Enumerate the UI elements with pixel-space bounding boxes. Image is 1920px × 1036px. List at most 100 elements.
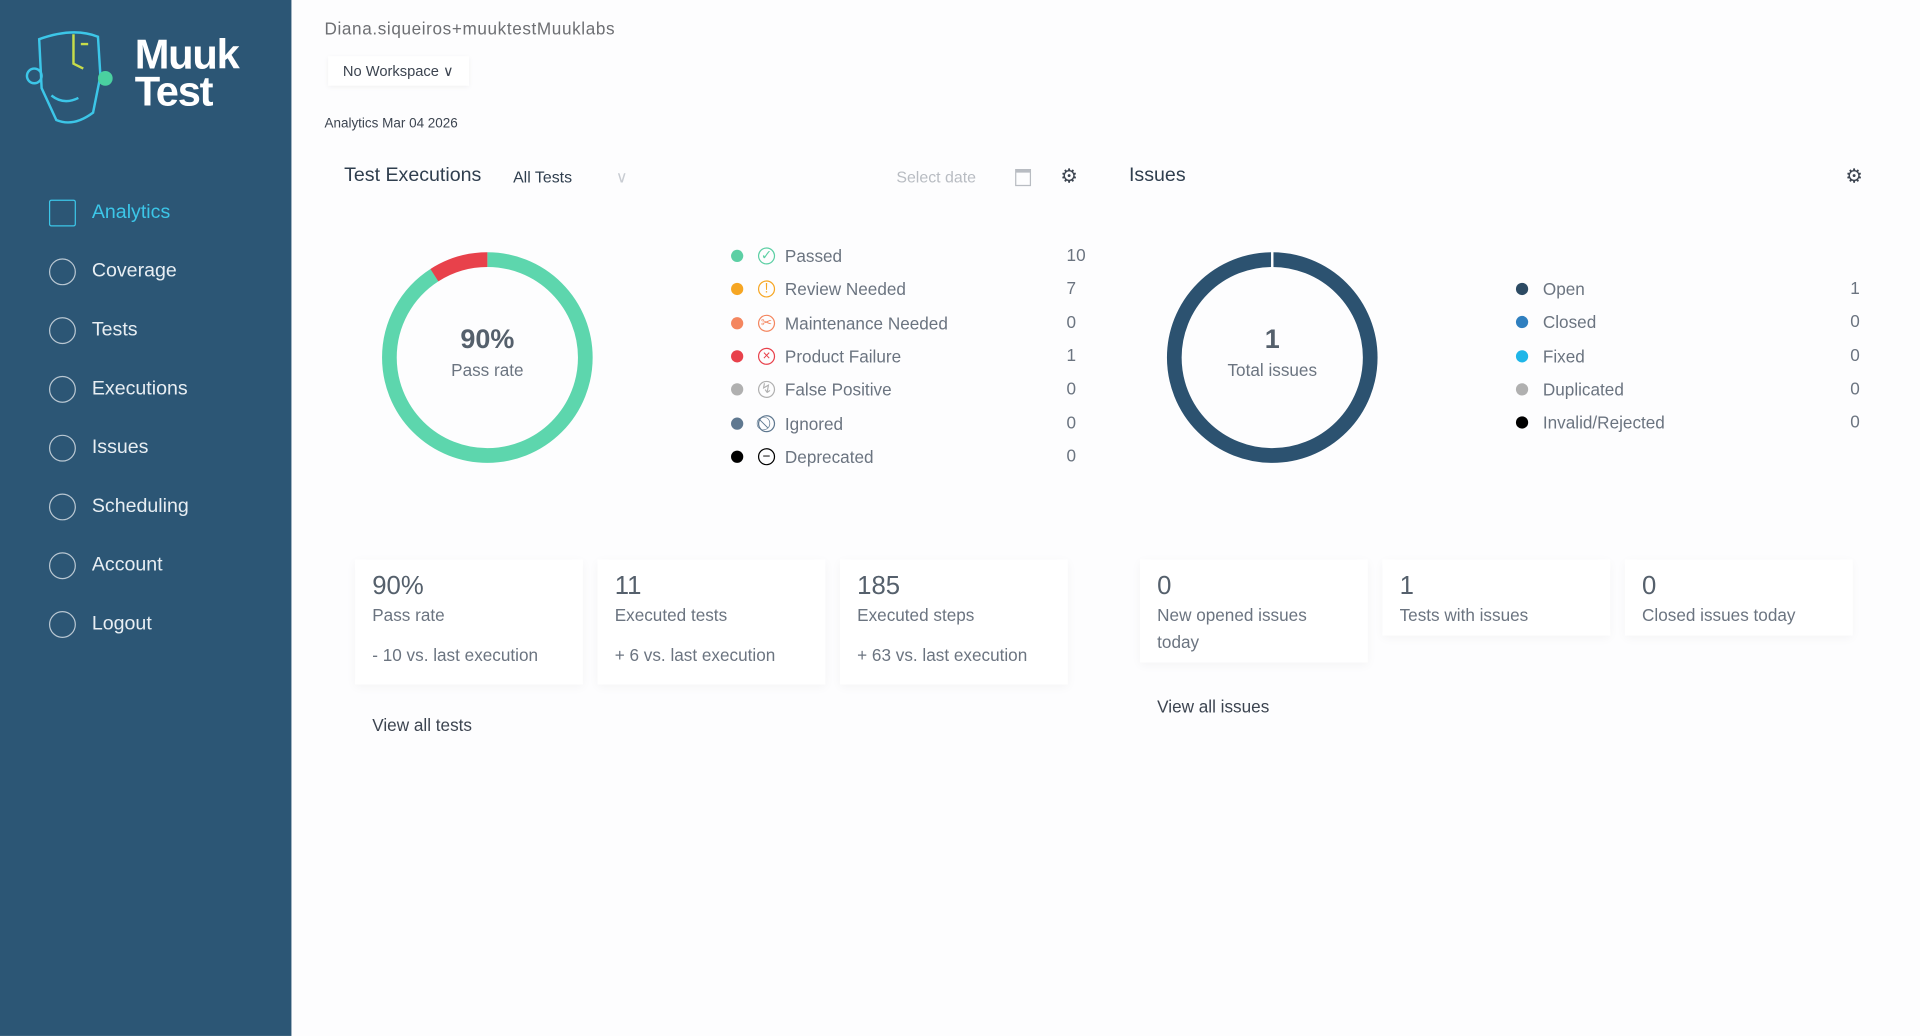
status-dot bbox=[731, 450, 744, 463]
issues-settings-gear-icon[interactable]: ⚙ bbox=[1845, 166, 1863, 188]
sidebar-item-analytics[interactable]: Analytics bbox=[48, 184, 189, 243]
stat-value: 0 bbox=[1157, 571, 1172, 601]
total-issues-label: Total issues bbox=[1227, 360, 1318, 380]
sidebar-item-label: Scheduling bbox=[91, 495, 189, 517]
tests-filter-label: All Tests bbox=[513, 167, 573, 187]
exec-stat-card: 11 Executed tests + 6 vs. last execution bbox=[597, 559, 826, 685]
sidebar-item-label: Account bbox=[91, 554, 163, 576]
calendar-icon bbox=[48, 493, 76, 521]
legend-item: − Deprecated bbox=[731, 444, 874, 468]
stat-value: 90% bbox=[372, 571, 424, 601]
legend-label: Fixed bbox=[1542, 346, 1585, 366]
sidebar-item-account[interactable]: Account bbox=[48, 536, 189, 595]
calendar-icon[interactable] bbox=[1015, 168, 1032, 187]
sidebar-item-logout[interactable]: Logout bbox=[48, 595, 189, 654]
legend-label: Duplicated bbox=[1542, 379, 1624, 400]
status-dot bbox=[1515, 282, 1529, 296]
status-dot bbox=[731, 383, 744, 396]
stat-value: 1 bbox=[1399, 571, 1414, 601]
legend-count: 0 bbox=[1066, 311, 1077, 332]
legend-count: 10 bbox=[1066, 244, 1086, 265]
stat-delta: + 63 vs. last execution bbox=[857, 645, 1028, 665]
status-dot bbox=[731, 249, 744, 263]
status-icon: ✓ bbox=[757, 247, 776, 265]
face-logo-icon bbox=[25, 31, 113, 124]
stat-value: 185 bbox=[857, 571, 901, 601]
view-all-tests-link[interactable]: View all tests bbox=[372, 715, 472, 735]
legend-item: ↯ False Positive bbox=[731, 377, 892, 401]
chart-icon bbox=[48, 199, 76, 227]
legend-count: 0 bbox=[1066, 412, 1077, 432]
stat-value: 0 bbox=[1642, 571, 1657, 601]
brand-line1: Muuk bbox=[134, 31, 240, 79]
chevron-down-icon: ∨ bbox=[615, 167, 628, 187]
issue-stat-card: 0 Closed issues today bbox=[1624, 559, 1853, 636]
sidebar-item-label: Issues bbox=[91, 437, 149, 458]
issue-stat-card: 1 Tests with issues bbox=[1382, 559, 1611, 636]
sidebar-item-coverage[interactable]: Coverage bbox=[48, 242, 189, 301]
legend-count: 0 bbox=[1066, 445, 1077, 466]
stat-label: Closed issues today bbox=[1642, 604, 1796, 625]
status-icon: × bbox=[757, 347, 776, 365]
sidebar-item-label: Tests bbox=[91, 319, 138, 341]
muuktest-logo: Muuk Test bbox=[24, 27, 269, 130]
legend-item: Closed bbox=[1515, 310, 1596, 334]
legend-label: False Positive bbox=[784, 379, 892, 400]
sidebar-item-label: Logout bbox=[91, 613, 152, 635]
legend-label: Invalid/Rejected bbox=[1542, 412, 1665, 433]
status-dot bbox=[731, 350, 744, 363]
workspace-dropdown[interactable]: No Workspace ∨ bbox=[328, 56, 469, 86]
status-dot bbox=[1515, 416, 1529, 429]
stat-value: 11 bbox=[614, 571, 642, 601]
status-icon: ✂ bbox=[757, 314, 776, 332]
status-icon: ↯ bbox=[757, 381, 776, 399]
legend-label: Product Failure bbox=[784, 346, 902, 366]
legend-item: Invalid/Rejected bbox=[1515, 410, 1665, 434]
legend-item: ⃠ Ignored bbox=[731, 411, 843, 435]
gear-circle-icon bbox=[48, 317, 76, 345]
status-dot bbox=[731, 283, 744, 296]
legend-count: 1 bbox=[1850, 277, 1860, 298]
tests-filter-dropdown[interactable]: All Tests ∨ bbox=[513, 168, 635, 186]
sidebar-item-executions[interactable]: Executions bbox=[48, 360, 189, 419]
issues-donut bbox=[1166, 249, 1378, 463]
legend-count: 0 bbox=[1850, 344, 1860, 365]
legend-item: ! Review Needed bbox=[731, 277, 906, 301]
sidebar-item-tests[interactable]: Tests bbox=[48, 301, 189, 360]
rocket-icon bbox=[48, 375, 76, 403]
legend-label: Maintenance Needed bbox=[784, 312, 948, 333]
sidebar-item-issues[interactable]: Issues bbox=[48, 419, 189, 478]
issues-title: Issues bbox=[1128, 165, 1186, 187]
test-executions-title: Test Executions bbox=[344, 165, 482, 187]
legend-label: Ignored bbox=[784, 413, 844, 433]
legend-item: ✂ Maintenance Needed bbox=[731, 311, 948, 335]
issue-stat-card: 0 New opened issues today bbox=[1140, 559, 1368, 663]
legend-count: 7 bbox=[1066, 278, 1077, 298]
stat-delta: - 10 vs. last execution bbox=[372, 645, 539, 665]
sidebar-item-label: Coverage bbox=[91, 260, 177, 282]
user-icon bbox=[48, 552, 76, 580]
sidebar-item-label: Executions bbox=[91, 378, 188, 400]
status-dot bbox=[731, 316, 744, 329]
status-icon: ! bbox=[757, 280, 776, 298]
legend-count: 1 bbox=[1066, 345, 1077, 365]
status-dot bbox=[1515, 349, 1529, 362]
sidebar-item-scheduling[interactable]: Scheduling bbox=[48, 478, 189, 537]
brand-line2: Test bbox=[134, 68, 214, 116]
status-dot bbox=[1515, 316, 1529, 329]
exec-stat-card: 185 Executed steps + 63 vs. last execution bbox=[840, 559, 1068, 685]
legend-count: 0 bbox=[1850, 411, 1860, 432]
date-picker-input[interactable]: Select date bbox=[896, 167, 976, 187]
stat-label: Executed steps bbox=[857, 604, 975, 625]
stat-label: Executed tests bbox=[614, 604, 728, 625]
chevron-down-icon: ∨ bbox=[443, 62, 454, 80]
view-all-issues-link[interactable]: View all issues bbox=[1157, 696, 1270, 717]
legend-label: Deprecated bbox=[784, 446, 874, 467]
legend-item: Fixed bbox=[1515, 344, 1585, 368]
status-dot bbox=[731, 416, 744, 430]
legend-count: 0 bbox=[1850, 378, 1860, 398]
stat-label: New opened issues today bbox=[1157, 604, 1307, 652]
sidebar-item-label: Analytics bbox=[91, 202, 171, 223]
executions-settings-gear-icon[interactable]: ⚙ bbox=[1060, 166, 1078, 188]
total-issues-value: 1 bbox=[1264, 323, 1280, 354]
